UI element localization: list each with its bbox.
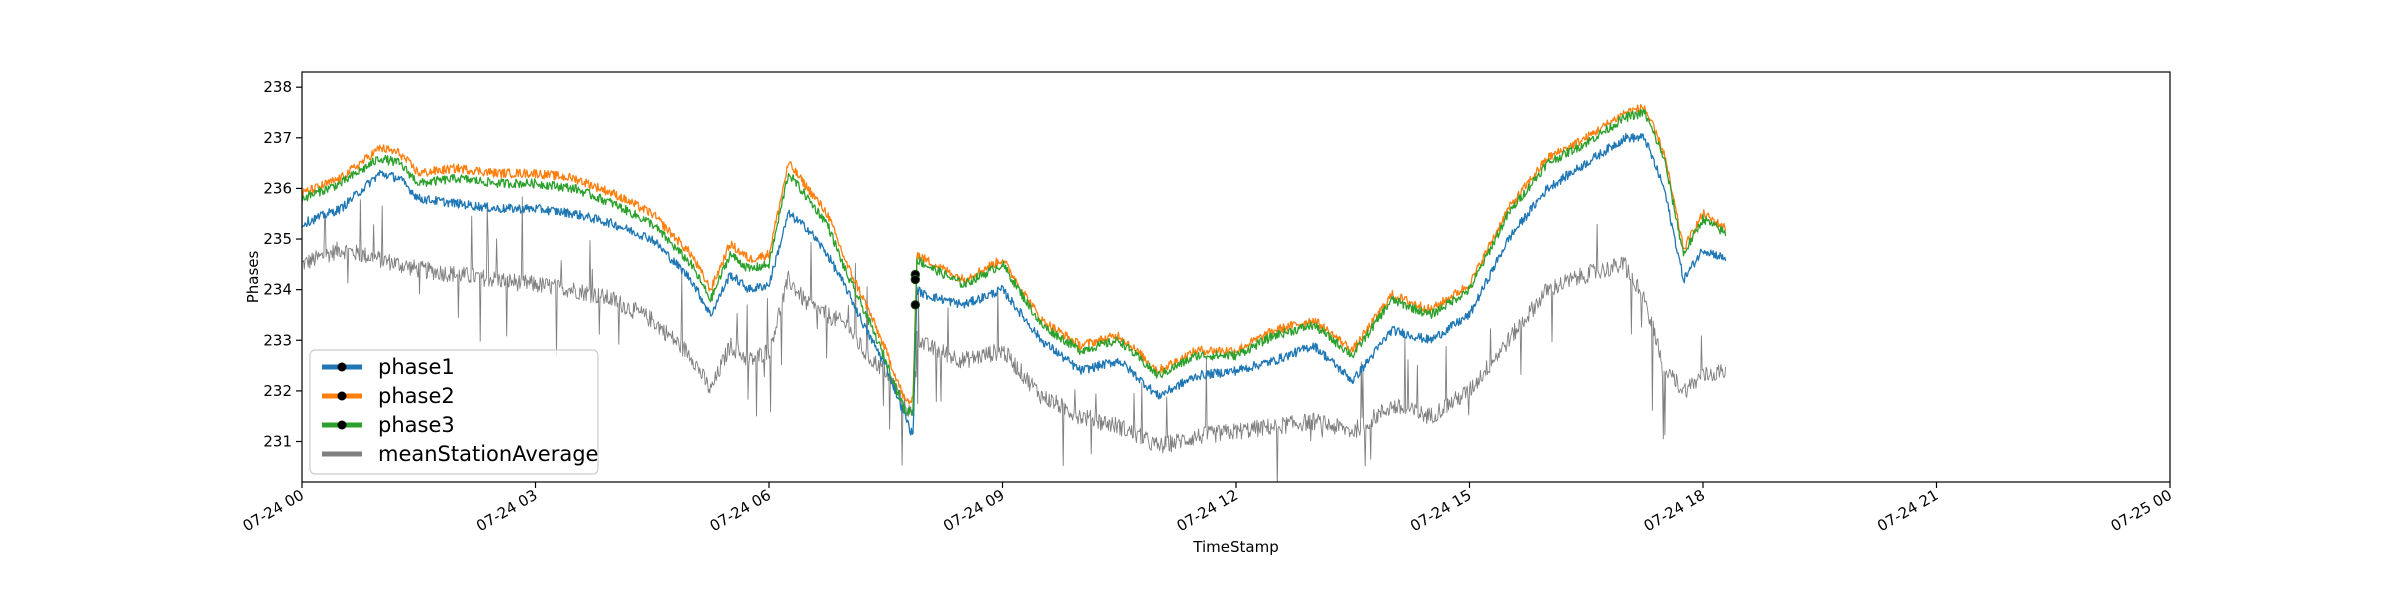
x-tick-label: 07-24 15 — [1407, 486, 1474, 535]
legend-box — [309, 349, 599, 475]
legend-marker-phase1 — [337, 362, 347, 372]
x-tick-label: 07-24 21 — [1874, 486, 1941, 535]
plot-area — [302, 103, 1727, 482]
series-line-phase2 — [302, 103, 1727, 405]
series-line-meanStationAverage — [302, 196, 1727, 482]
legend-label-phase3: phase3 — [378, 413, 455, 437]
y-tick-label: 233 — [263, 331, 292, 349]
y-tick-label: 238 — [263, 78, 292, 96]
y-tick-label: 234 — [263, 281, 292, 299]
x-axis-title: TimeStamp — [1192, 538, 1278, 556]
x-tick-label: 07-24 03 — [473, 486, 540, 535]
legend-marker-phase2 — [337, 391, 347, 401]
y-tick-label: 236 — [263, 179, 292, 197]
legend-label-phase1: phase1 — [378, 355, 455, 379]
x-tick-label: 07-24 12 — [1174, 486, 1241, 535]
series-line-phase3 — [302, 108, 1727, 417]
legend-label-phase2: phase2 — [378, 384, 455, 408]
marker-phase1 — [910, 300, 921, 310]
x-tick-label: 07-24 00 — [240, 486, 307, 535]
x-tick-label: 07-24 06 — [707, 486, 774, 535]
y-tick-label: 231 — [263, 433, 292, 451]
y-tick-label: 235 — [263, 230, 292, 248]
legend: phase1 phase2 phase3 meanStationAverage — [309, 349, 599, 475]
y-tick-label: 232 — [263, 382, 292, 400]
x-tick-label: 07-24 18 — [1641, 486, 1708, 535]
y-axis-title: Phases — [244, 251, 262, 304]
y-tick-label: 237 — [263, 129, 292, 147]
x-tick-label: 07-25 00 — [2108, 486, 2175, 535]
legend-label-meanStationAverage: meanStationAverage — [378, 442, 598, 466]
series-line-phase1 — [302, 133, 1727, 436]
marker-phase3 — [910, 274, 921, 285]
x-tick-label: 07-24 09 — [940, 486, 1007, 535]
legend-marker-phase3 — [337, 420, 347, 430]
